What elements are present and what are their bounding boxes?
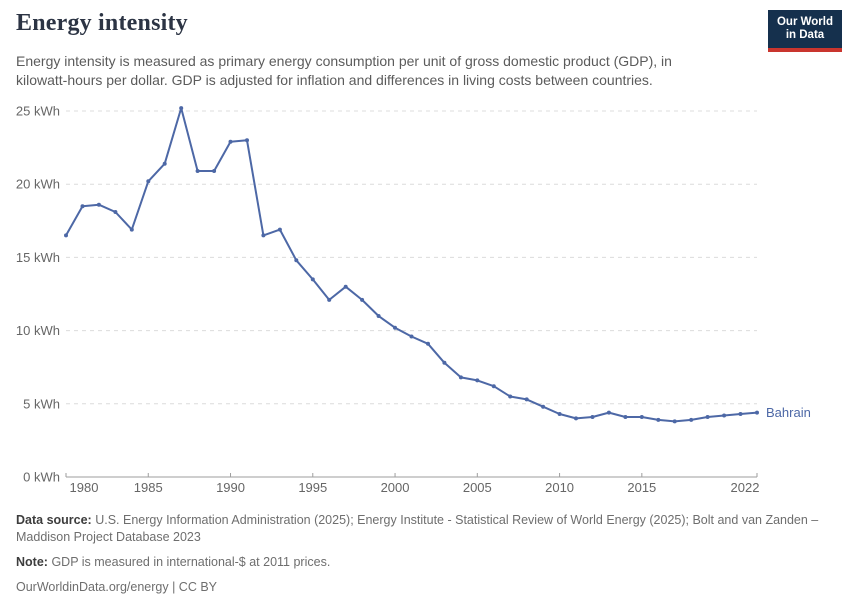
data-point	[508, 394, 513, 399]
y-axis-tick-label: 0 kWh	[23, 470, 60, 485]
data-point	[639, 415, 644, 419]
data-point	[195, 169, 200, 173]
data-point	[343, 284, 348, 289]
note-label: Note:	[16, 555, 48, 569]
data-point	[80, 204, 85, 209]
data-point	[689, 417, 694, 422]
data-point	[393, 325, 397, 330]
x-axis-tick-label: 1985	[134, 480, 163, 495]
license-line: OurWorldinData.org/energy | CC BY	[16, 579, 836, 596]
data-point	[277, 227, 282, 232]
data-point	[524, 397, 529, 402]
data-point	[491, 384, 496, 389]
page-title: Energy intensity	[16, 10, 188, 36]
data-point	[409, 334, 414, 339]
data-point	[228, 139, 233, 144]
x-axis-tick-label: 2000	[381, 480, 410, 495]
data-point	[656, 417, 661, 422]
x-axis-tick-label: 1995	[298, 480, 327, 495]
data-point	[705, 415, 710, 419]
data-point	[179, 106, 184, 111]
data-point	[475, 378, 480, 383]
data-source-label: Data source:	[16, 513, 92, 527]
data-point	[212, 169, 217, 173]
x-axis-tick-label: 2005	[463, 480, 492, 495]
data-point	[557, 412, 562, 416]
data-point	[327, 297, 332, 302]
data-point	[96, 202, 101, 207]
data-point	[129, 227, 134, 232]
data-point	[623, 415, 628, 419]
data-point	[590, 415, 595, 419]
data-point	[162, 161, 167, 166]
line-chart: 0 kWh 5 kWh 10 kWh 15 kWh 20 kWh 25 kWh 1980 19…	[16, 104, 811, 496]
data-point	[606, 410, 611, 415]
data-point	[442, 360, 447, 365]
data-point	[738, 412, 743, 416]
data-point	[113, 210, 118, 214]
data-source-line: Data source: U.S. Energy Information Adm…	[16, 512, 836, 546]
y-axis-tick-label: 25 kWh	[16, 104, 60, 119]
owid-logo-text-line2: in Data	[785, 29, 825, 41]
data-point	[755, 410, 759, 415]
data-point	[294, 258, 299, 263]
y-axis-tick-label: 10 kWh	[16, 323, 60, 338]
note-text: GDP is measured in international-$ at 20…	[51, 555, 331, 569]
data-line	[65, 107, 758, 423]
data-point	[64, 233, 68, 238]
owid-license-link[interactable]: OurWorldinData.org/energy | CC BY	[16, 580, 218, 594]
x-axis-tick-label: 2015	[627, 480, 656, 495]
data-point	[360, 297, 365, 302]
x-axis-tick-label: 2010	[545, 480, 574, 495]
y-axis-tick-label: 5 kWh	[23, 396, 60, 411]
owid-logo[interactable]: Our World in Data	[768, 10, 842, 52]
y-axis-tick-label: 20 kWh	[16, 177, 60, 192]
x-axis-tick-label: 1980	[70, 480, 99, 495]
owid-logo-text-line1: Our World	[776, 16, 833, 28]
data-source-text: U.S. Energy Information Administration (…	[16, 513, 819, 544]
data-point	[722, 413, 727, 418]
note-line: Note: GDP is measured in international-$…	[16, 554, 836, 571]
entity-label: Bahrain	[766, 405, 811, 420]
chart-footer: Data source: U.S. Energy Information Adm…	[16, 512, 836, 604]
data-point	[376, 314, 381, 318]
data-point	[672, 419, 677, 424]
data-point	[541, 404, 546, 409]
data-point	[146, 179, 151, 184]
data-point	[261, 233, 266, 238]
data-point	[574, 416, 578, 421]
x-axis-tick-label: 2022	[731, 480, 760, 495]
data-point	[458, 375, 463, 380]
chart-subtitle: Energy intensity is measured as primary …	[16, 53, 672, 88]
x-axis-tick-label: 1990	[216, 480, 245, 495]
data-point	[310, 277, 315, 282]
data-point	[426, 341, 430, 346]
data-point	[245, 138, 249, 143]
y-axis-tick-label: 15 kWh	[16, 250, 60, 265]
